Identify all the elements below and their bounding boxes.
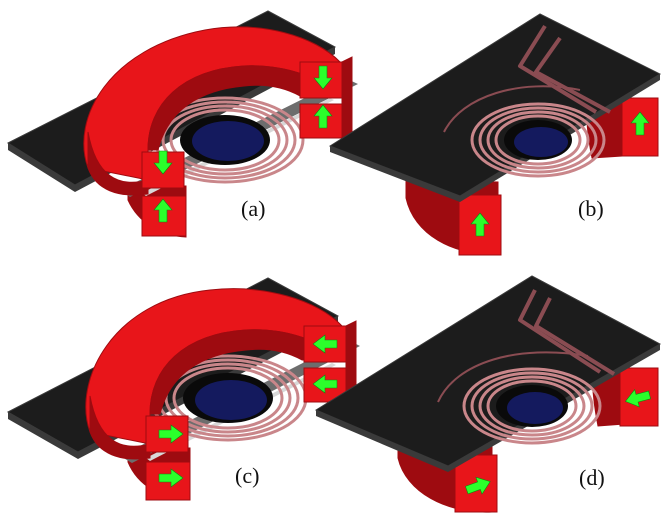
arrow [153, 150, 173, 175]
coil-assembly [462, 367, 602, 445]
coil-assembly [470, 102, 606, 178]
lower-magnet-front [619, 367, 659, 427]
panel-d [314, 275, 662, 513]
trace [518, 24, 598, 114]
arrow [312, 374, 338, 394]
board-edge [330, 146, 460, 202]
panel-a [6, 10, 358, 238]
arrow [158, 424, 184, 444]
trace-arc [443, 85, 581, 133]
coil-turn [478, 375, 586, 437]
arrow [312, 334, 338, 354]
arrow [153, 198, 173, 223]
arrow [464, 476, 491, 495]
board-edge [8, 143, 75, 192]
panel-c [6, 277, 360, 501]
coil-turn [161, 104, 289, 176]
panel-b [328, 13, 662, 256]
board-edge [316, 410, 448, 472]
trace-arc [437, 351, 589, 403]
right-magnet-side [341, 56, 353, 139]
coil-turn [486, 110, 590, 170]
core [514, 127, 568, 157]
panel-label-b: (b) [578, 196, 604, 221]
board-edge [8, 412, 78, 459]
coil-turn [478, 106, 598, 174]
arrow [313, 104, 333, 129]
arrow [630, 111, 650, 136]
coil-turn [462, 367, 602, 445]
panel-label-c: (c) [235, 463, 260, 488]
coil-turn [494, 114, 582, 166]
coil-turn [169, 108, 281, 172]
core [507, 392, 563, 424]
arrow [624, 388, 651, 408]
coil-turn [470, 371, 594, 441]
trace [534, 36, 611, 114]
trace [534, 297, 616, 376]
panel-label-a: (a) [241, 196, 266, 221]
panel-label-d: (d) [579, 465, 605, 490]
coil-turn [470, 102, 606, 178]
core [195, 380, 267, 420]
arrow [470, 212, 490, 237]
arrow [313, 65, 333, 90]
core [192, 121, 264, 161]
arrow [158, 468, 184, 488]
coil-turn [172, 366, 284, 430]
coil-turn [486, 379, 578, 433]
